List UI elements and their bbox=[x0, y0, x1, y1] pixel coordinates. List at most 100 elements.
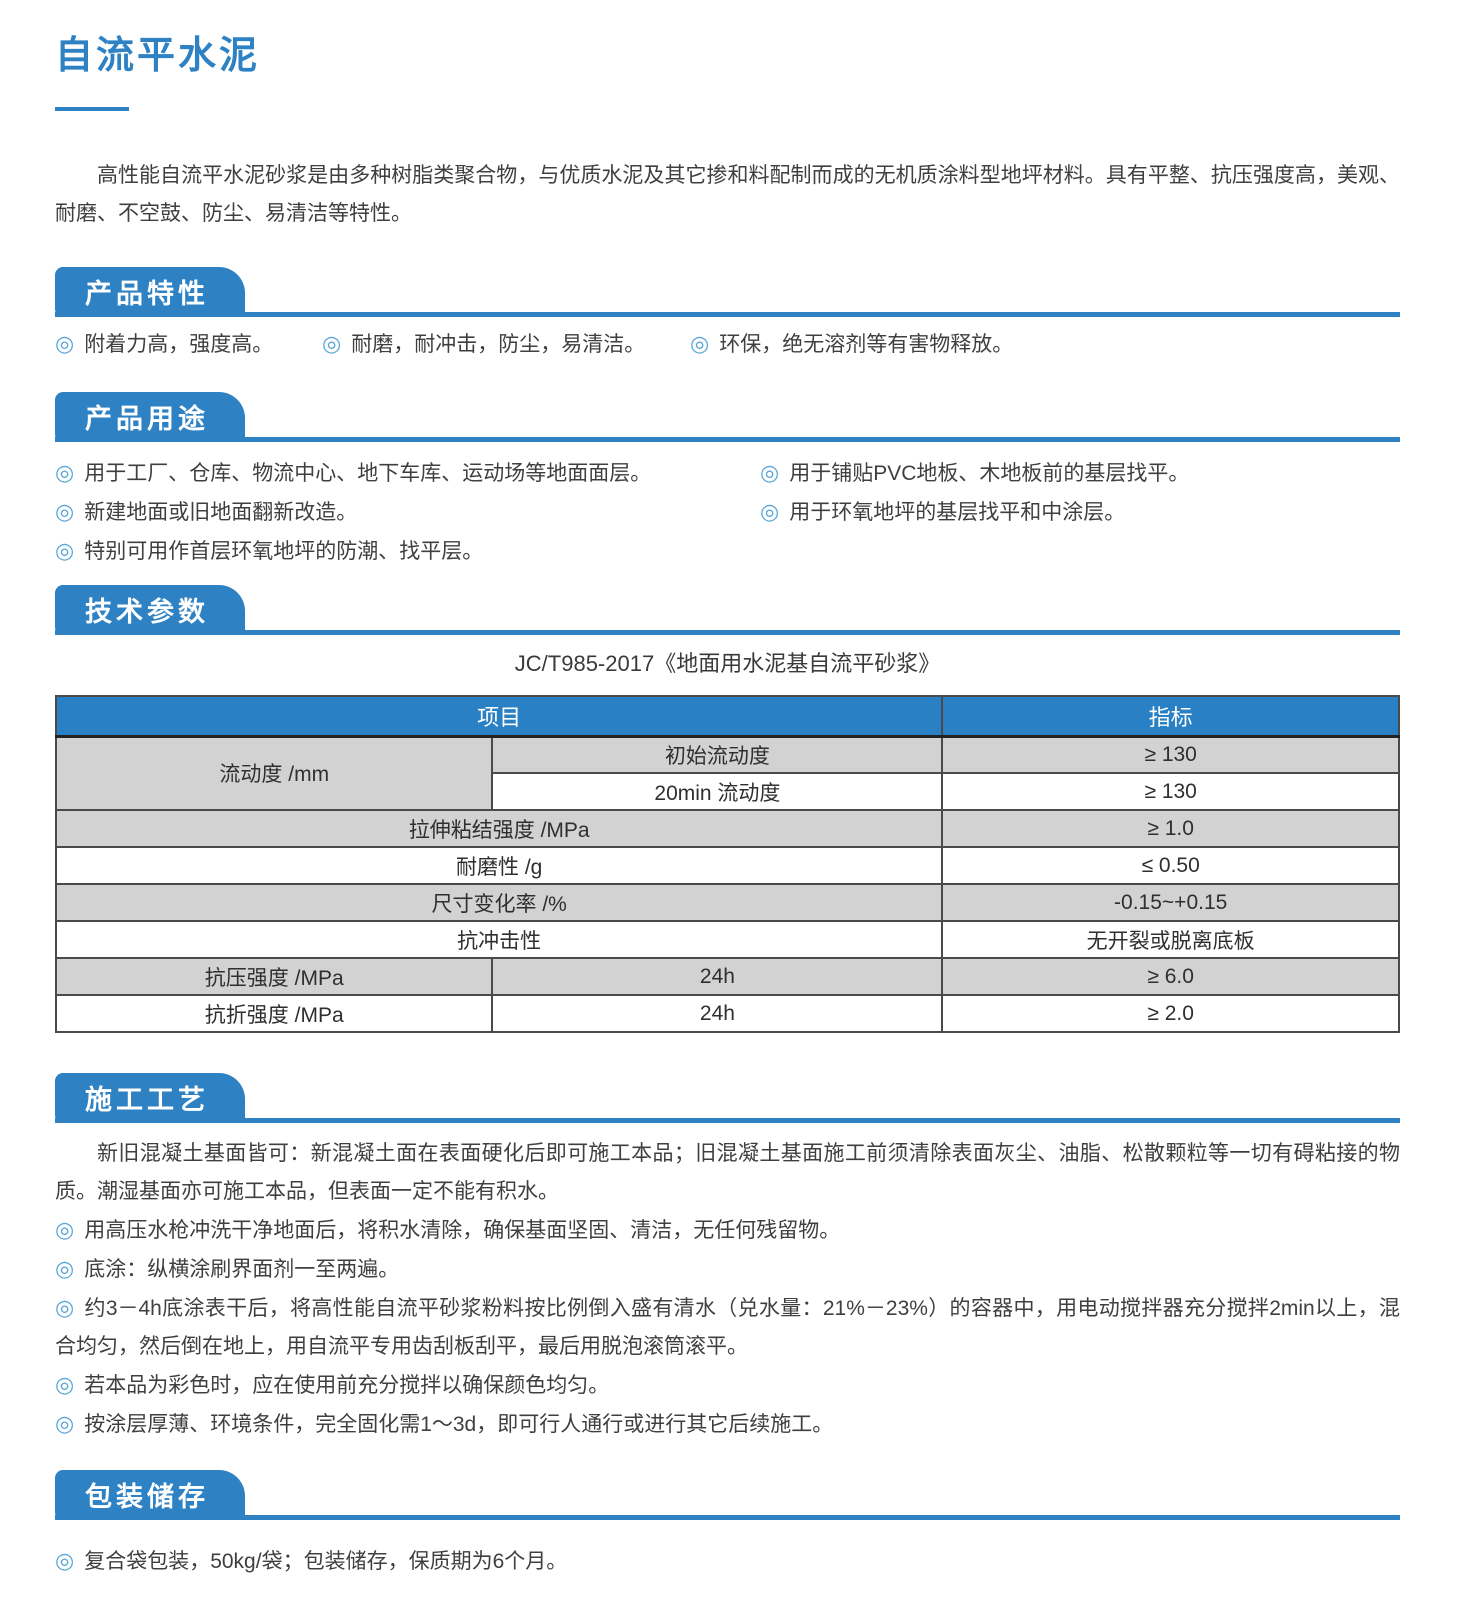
list-item-text: 若本品为彩色时，应在使用前充分搅拌以确保颜色均匀。 bbox=[84, 1374, 610, 1397]
section-header-process: 施工工艺 bbox=[55, 1073, 1400, 1123]
table-cell: 无开裂或脱离底板 bbox=[941, 920, 1400, 959]
packaging-list: ◎ 复合袋包装，50kg/袋；包装储存，保质期为6个月。 bbox=[55, 1542, 1400, 1581]
table-row: 拉伸粘结强度 /MPa ≥ 1.0 bbox=[54, 809, 1400, 848]
list-item: ◎ 用于环氧地坪的基层找平和中涂层。 bbox=[760, 493, 1400, 532]
section-tab: 施工工艺 bbox=[55, 1073, 245, 1123]
table-cell: -0.15~+0.15 bbox=[941, 883, 1400, 922]
section-heading: 包装储存 bbox=[85, 1481, 209, 1512]
list-item: ◎ 若本品为彩色时，应在使用前充分搅拌以确保颜色均匀。 bbox=[55, 1366, 1400, 1405]
list-item-text: 用于工厂、仓库、物流中心、地下车库、运动场等地面面层。 bbox=[84, 462, 652, 485]
ring-bullet-icon: ◎ bbox=[55, 1217, 75, 1242]
list-item-text: 耐磨，耐冲击，防尘，易清洁。 bbox=[351, 333, 646, 356]
section-heading: 产品特性 bbox=[85, 278, 209, 309]
ring-bullet-icon: ◎ bbox=[55, 499, 75, 524]
table-cell: ≥ 2.0 bbox=[941, 994, 1400, 1033]
table-row: 20min 流动度 ≥ 130 bbox=[56, 772, 1400, 811]
uses-right-column: ◎ 用于铺贴PVC地板、木地板前的基层找平。 ◎ 用于环氧地坪的基层找平和中涂层。 bbox=[760, 454, 1400, 571]
list-item-text: 底涂：纵横涂刷界面剂一至两遍。 bbox=[84, 1258, 400, 1281]
page-title: 自流平水泥 bbox=[55, 35, 261, 77]
table-row: 抗压强度 /MPa 24h ≥ 6.0 bbox=[54, 957, 1400, 996]
ring-bullet-icon: ◎ bbox=[760, 460, 780, 485]
table-header-row: 项目 指标 bbox=[54, 695, 1400, 738]
ring-bullet-icon: ◎ bbox=[690, 331, 710, 356]
list-item: ◎ 底涂：纵横涂刷界面剂一至两遍。 bbox=[55, 1250, 1400, 1289]
table-row: 尺寸变化率 /% -0.15~+0.15 bbox=[54, 883, 1400, 922]
list-item: ◎ 复合袋包装，50kg/袋；包装储存，保质期为6个月。 bbox=[55, 1542, 1400, 1581]
table-cell: ≥ 6.0 bbox=[941, 957, 1400, 996]
ring-bullet-icon: ◎ bbox=[55, 1548, 75, 1573]
table-row: 流动度 /mm 初始流动度 ≥ 130 bbox=[54, 735, 1400, 811]
table-cell: 耐磨性 /g bbox=[54, 846, 944, 885]
table-row: 抗折强度 /MPa 24h ≥ 2.0 bbox=[54, 994, 1400, 1033]
list-item: ◎ 环保，绝无溶剂等有害物释放。 bbox=[690, 325, 1013, 364]
section-tab: 产品用途 bbox=[55, 392, 245, 442]
list-item: ◎ 约3－4h底涂表干后，将高性能自流平砂浆粉料按比例倒入盛有清水（兑水量：21%… bbox=[55, 1289, 1400, 1366]
table-row: 抗冲击性 无开裂或脱离底板 bbox=[54, 920, 1400, 959]
ring-bullet-icon: ◎ bbox=[55, 460, 75, 485]
section-tab: 技术参数 bbox=[55, 585, 245, 635]
section-header-features: 产品特性 bbox=[55, 267, 1400, 317]
list-item-text: 用于铺贴PVC地板、木地板前的基层找平。 bbox=[789, 462, 1190, 485]
table-cell: 抗压强度 /MPa bbox=[54, 957, 494, 996]
list-item: ◎ 用高压水枪冲洗干净地面后，将积水清除，确保基面坚固、清洁，无任何残留物。 bbox=[55, 1211, 1400, 1250]
uses-left-column: ◎ 用于工厂、仓库、物流中心、地下车库、运动场等地面面层。 ◎ 新建地面或旧地面翻新改… bbox=[55, 454, 760, 571]
table-cell: ≤ 0.50 bbox=[941, 846, 1400, 885]
ring-bullet-icon: ◎ bbox=[55, 1372, 75, 1397]
section-header-packaging: 包装储存 bbox=[55, 1470, 1400, 1520]
table-cell: 20min 流动度 bbox=[491, 772, 944, 811]
list-item: ◎ 耐磨，耐冲击，防尘，易清洁。 bbox=[322, 325, 690, 364]
specs-table-body: 流动度 /mm 初始流动度 ≥ 130 20min 流动度 ≥ 130 拉伸粘结强度 /M… bbox=[54, 735, 1400, 1033]
table-cell: 流动度 /mm bbox=[54, 735, 494, 811]
section-rule bbox=[55, 437, 1400, 442]
ring-bullet-icon: ◎ bbox=[760, 499, 780, 524]
specs-table: 项目 指标 流动度 /mm 初始流动度 ≥ 130 20min 流动度 ≥ 130 拉伸粘… bbox=[54, 695, 1400, 1033]
list-item: ◎ 用于铺贴PVC地板、木地板前的基层找平。 bbox=[760, 454, 1400, 493]
list-item-text: 按涂层厚薄、环境条件，完全固化需1～3d，即可行人通行或进行其它后续施工。 bbox=[84, 1413, 834, 1436]
ring-bullet-icon: ◎ bbox=[55, 1411, 75, 1436]
list-item-text: 新建地面或旧地面翻新改造。 bbox=[84, 501, 358, 524]
table-cell: 抗冲击性 bbox=[54, 920, 944, 959]
ring-bullet-icon: ◎ bbox=[55, 1295, 75, 1320]
ring-bullet-icon: ◎ bbox=[55, 1256, 75, 1281]
list-item: ◎ 新建地面或旧地面翻新改造。 bbox=[55, 493, 760, 532]
section-rule bbox=[55, 630, 1400, 635]
section-header-specs: 技术参数 bbox=[55, 585, 1400, 635]
list-item-text: 约3－4h底涂表干后，将高性能自流平砂浆粉料按比例倒入盛有清水（兑水量：21%－… bbox=[55, 1297, 1400, 1358]
process-intro-paragraph: 新旧混凝土基面皆可：新混凝土面在表面硬化后即可施工本品；旧混凝土基面施工前须清除… bbox=[55, 1142, 1400, 1203]
features-list: ◎ 附着力高，强度高。 ◎ 耐磨，耐冲击，防尘，易清洁。 ◎ 环保，绝无溶剂等有害物释放。 bbox=[55, 325, 1400, 364]
list-item-text: 环保，绝无溶剂等有害物释放。 bbox=[719, 333, 1014, 356]
list-item-text: 附着力高，强度高。 bbox=[84, 333, 274, 356]
table-cell: 拉伸粘结强度 /MPa bbox=[54, 809, 944, 848]
table-header-item: 项目 bbox=[54, 695, 944, 738]
list-item: ◎ 特别可用作首层环氧地坪的防潮、找平层。 bbox=[55, 532, 760, 571]
section-heading: 技术参数 bbox=[85, 596, 209, 627]
list-item-text: 用于环氧地坪的基层找平和中涂层。 bbox=[789, 501, 1126, 524]
list-item-text: 复合袋包装，50kg/袋；包装储存，保质期为6个月。 bbox=[84, 1550, 568, 1573]
table-cell: 初始流动度 bbox=[491, 735, 944, 774]
table-cell: ≥ 130 bbox=[941, 772, 1400, 811]
title-underline bbox=[55, 107, 129, 111]
intro-paragraph: 高性能自流平水泥砂浆是由多种树脂类聚合物，与优质水泥及其它掺和料配制而成的无机质… bbox=[55, 164, 1400, 225]
list-item: ◎ 用于工厂、仓库、物流中心、地下车库、运动场等地面面层。 bbox=[55, 454, 760, 493]
ring-bullet-icon: ◎ bbox=[55, 538, 75, 563]
section-heading: 施工工艺 bbox=[85, 1084, 209, 1115]
section-header-uses: 产品用途 bbox=[55, 392, 1400, 442]
list-item-text: 特别可用作首层环氧地坪的防潮、找平层。 bbox=[84, 540, 484, 563]
section-rule bbox=[55, 1515, 1400, 1520]
table-cell: 24h bbox=[491, 957, 944, 996]
table-cell: 抗折强度 /MPa bbox=[54, 994, 494, 1033]
table-row: 耐磨性 /g ≤ 0.50 bbox=[54, 846, 1400, 885]
uses-columns: ◎ 用于工厂、仓库、物流中心、地下车库、运动场等地面面层。 ◎ 新建地面或旧地面翻新改… bbox=[55, 454, 1400, 571]
section-rule bbox=[55, 312, 1400, 317]
ring-bullet-icon: ◎ bbox=[322, 331, 342, 356]
list-item: ◎ 附着力高，强度高。 bbox=[55, 325, 322, 364]
process-steps-list: ◎ 用高压水枪冲洗干净地面后，将积水清除，确保基面坚固、清洁，无任何残留物。 ◎ 底涂… bbox=[55, 1211, 1400, 1444]
standard-reference: JC/T985-2017《地面用水泥基自流平砂浆》 bbox=[514, 651, 941, 676]
table-header-index: 指标 bbox=[941, 695, 1400, 738]
list-item-text: 用高压水枪冲洗干净地面后，将积水清除，确保基面坚固、清洁，无任何残留物。 bbox=[84, 1219, 841, 1242]
section-heading: 产品用途 bbox=[85, 403, 209, 434]
ring-bullet-icon: ◎ bbox=[55, 331, 75, 356]
section-tab: 包装储存 bbox=[55, 1470, 245, 1520]
table-cell: 尺寸变化率 /% bbox=[54, 883, 944, 922]
